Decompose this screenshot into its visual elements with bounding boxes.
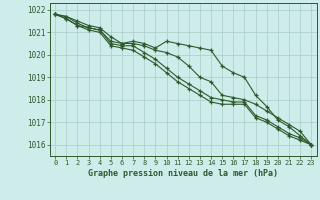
X-axis label: Graphe pression niveau de la mer (hPa): Graphe pression niveau de la mer (hPa) xyxy=(88,169,278,178)
